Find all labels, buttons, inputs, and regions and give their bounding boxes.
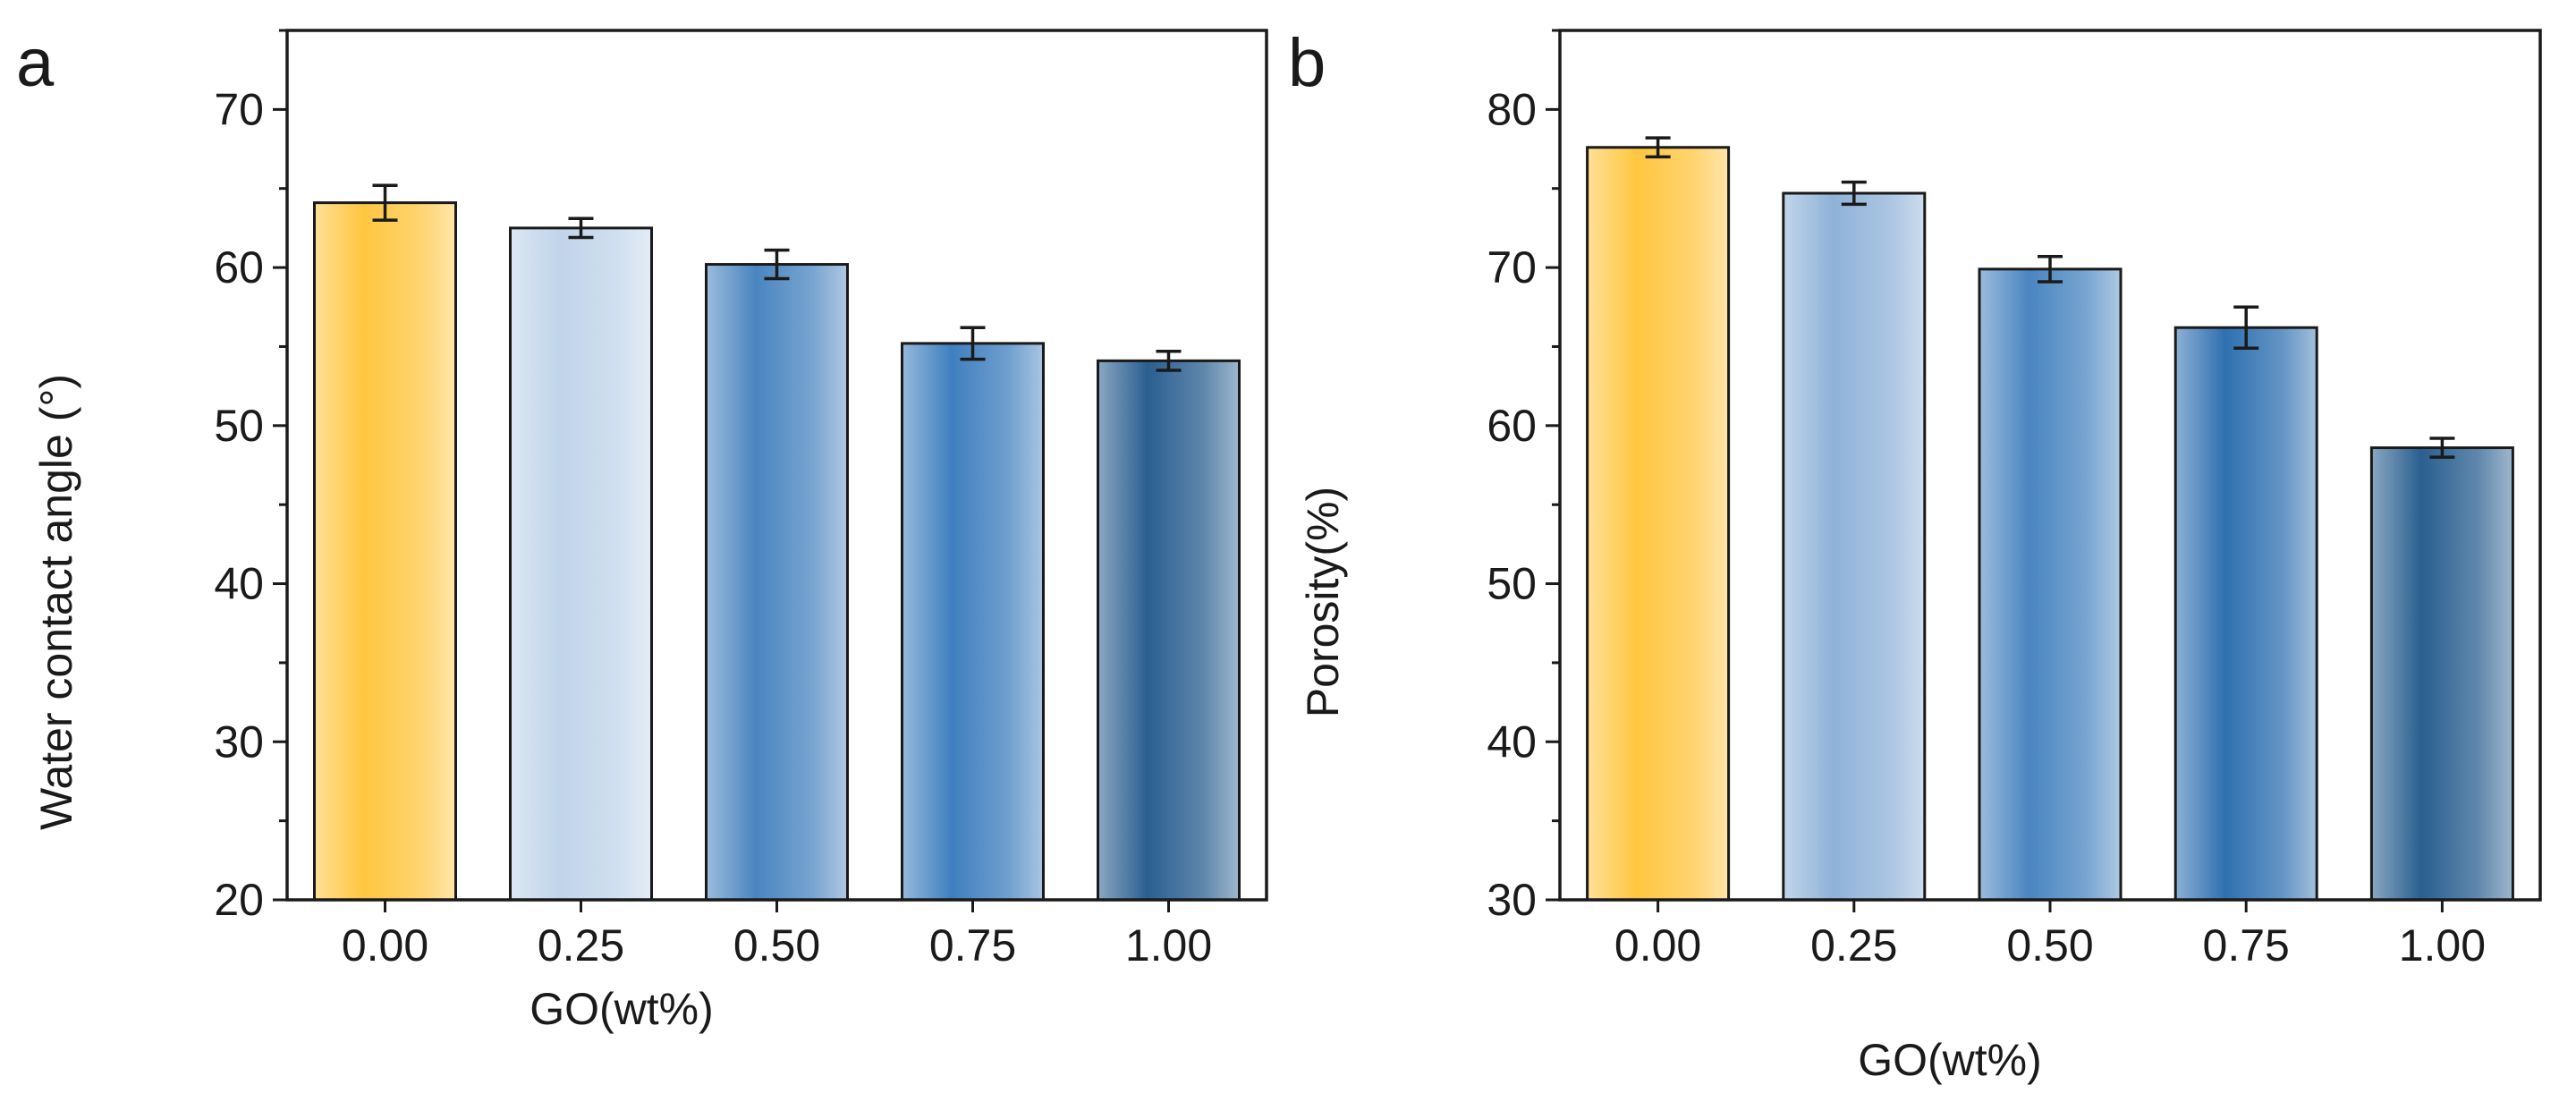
bar-1.00 — [1097, 359, 1241, 902]
x-tick-label: 0.75 — [2203, 920, 2290, 971]
bar-0.75 — [2174, 326, 2318, 902]
y-tick-label: 20 — [214, 875, 264, 925]
panel-b: b 30 40 50 60 70 80 0.00 0.25 0.50 0.75 1.00 Poro… — [1288, 25, 2542, 1085]
panel-b-y-ticks: 30 40 50 60 70 80 — [1487, 29, 1560, 925]
y-tick-label: 70 — [214, 84, 264, 134]
y-tick-label: 50 — [1487, 559, 1537, 609]
panel-a-y-axis-title: Water contact angle (°) — [31, 374, 81, 830]
x-tick-label: 0.25 — [1810, 920, 1897, 971]
panel-a-x-ticks: 0.00 0.25 0.50 0.75 1.00 — [342, 900, 1212, 971]
panel-a-error-bars — [372, 183, 1182, 372]
panel-b-error-bars — [1645, 136, 2455, 459]
x-tick-label: 0.50 — [733, 920, 820, 971]
panel-a: a 20 30 40 50 60 70 0.00 0.25 0.50 0.75 1.00 Wate… — [16, 25, 1268, 1034]
y-tick-label: 60 — [214, 242, 264, 292]
panel-b-y-axis-title: Porosity(%) — [1298, 487, 1348, 717]
panel-b-x-axis-title: GO(wt%) — [1858, 1035, 2042, 1085]
error-bar-0.00 — [1645, 136, 1671, 159]
y-tick-label: 60 — [1487, 401, 1537, 451]
error-bar-0.25 — [568, 216, 594, 240]
error-bar-0.50 — [2038, 254, 2063, 284]
panel-a-y-ticks: 20 30 40 50 60 70 — [214, 29, 287, 925]
y-tick-label: 30 — [214, 716, 264, 767]
panel-letter-b: b — [1288, 25, 1326, 101]
bar-0.75 — [901, 342, 1045, 902]
x-tick-label: 1.00 — [2399, 920, 2486, 971]
y-tick-label: 80 — [1487, 84, 1537, 134]
error-bar-1.00 — [2429, 437, 2455, 459]
panel-a-bars — [313, 201, 1241, 902]
x-tick-label: 0.75 — [929, 920, 1016, 971]
error-bar-1.00 — [1156, 350, 1182, 372]
panel-b-bars — [1586, 146, 2514, 902]
bar-0.50 — [1978, 267, 2123, 902]
x-tick-label: 1.00 — [1125, 920, 1212, 971]
y-tick-label: 30 — [1487, 875, 1537, 925]
y-tick-label: 70 — [1487, 242, 1537, 292]
error-bar-0.25 — [1841, 180, 1867, 207]
error-bar-0.75 — [2233, 305, 2259, 350]
x-tick-label: 0.00 — [1614, 920, 1701, 971]
bar-0.25 — [509, 226, 653, 902]
bar-0.25 — [1782, 191, 1927, 902]
bar-1.00 — [2369, 446, 2514, 902]
y-tick-label: 40 — [214, 559, 264, 609]
y-tick-label: 40 — [1487, 716, 1537, 767]
y-tick-label: 50 — [214, 401, 264, 451]
x-tick-label: 0.50 — [2006, 920, 2093, 971]
error-bar-0.00 — [372, 183, 398, 222]
bar-0.00 — [1586, 146, 1731, 902]
error-bar-0.75 — [960, 326, 986, 361]
bar-0.00 — [313, 201, 457, 902]
panel-a-x-axis-title: GO(wt%) — [530, 984, 714, 1034]
x-tick-label: 0.25 — [538, 920, 624, 971]
error-bar-0.50 — [764, 248, 790, 281]
panel-letter-a: a — [16, 25, 55, 101]
panel-b-x-ticks: 0.00 0.25 0.50 0.75 1.00 — [1614, 900, 2486, 971]
bar-0.50 — [705, 263, 849, 902]
x-tick-label: 0.00 — [342, 920, 428, 971]
